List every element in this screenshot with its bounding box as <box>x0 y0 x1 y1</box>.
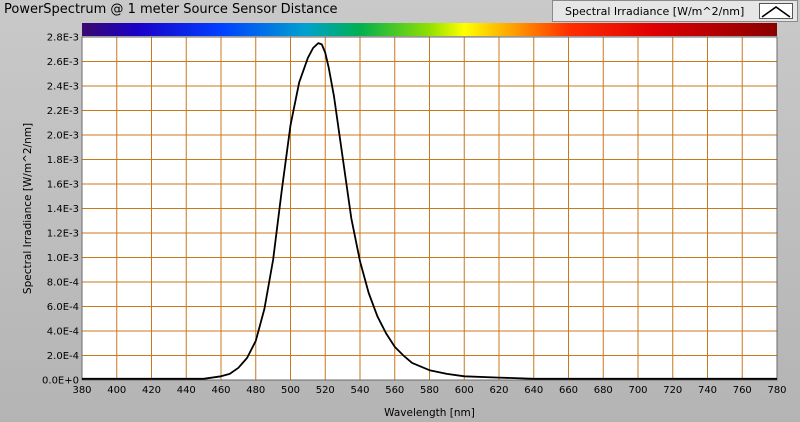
x-tick-label: 720 <box>663 385 682 396</box>
x-tick-label: 700 <box>628 385 647 396</box>
y-tick-label: 2.0E-4 <box>47 351 79 362</box>
x-tick-label: 420 <box>142 385 161 396</box>
y-tick-label: 2.0E-3 <box>47 131 79 142</box>
x-tick-label: 600 <box>455 385 474 396</box>
x-tick-label: 560 <box>385 385 404 396</box>
y-tick-label: 1.0E-3 <box>47 253 79 264</box>
x-axis-label: Wavelength [nm] <box>384 407 475 419</box>
x-tick-label: 400 <box>107 385 126 396</box>
x-tick-label: 580 <box>420 385 439 396</box>
y-tick-label: 2.6E-3 <box>47 57 79 68</box>
series-line <box>82 42 777 380</box>
legend-label: Spectral Irradiance [W/m^2/nm] <box>565 5 745 18</box>
y-tick-label: 6.0E-4 <box>47 302 79 313</box>
y-axis-label: Spectral Irradiance [W/m^2/nm] <box>22 123 34 294</box>
y-tick-label: 2.8E-3 <box>47 33 79 44</box>
y-tick-label: 8.0E-4 <box>47 278 79 289</box>
legend-line-icon <box>759 3 793 19</box>
y-tick-label: 1.6E-3 <box>47 180 79 191</box>
y-tick-label: 2.4E-3 <box>47 82 79 93</box>
x-tick-label: 520 <box>316 385 335 396</box>
spectrum-color-bar <box>82 23 777 36</box>
x-tick-label: 680 <box>594 385 613 396</box>
x-tick-label: 460 <box>211 385 230 396</box>
y-tick-label: 1.8E-3 <box>47 155 79 166</box>
chart-title: PowerSpectrum @ 1 meter Source Sensor Di… <box>4 2 338 17</box>
plot-frame <box>81 36 778 381</box>
y-tick-label: 1.4E-3 <box>47 204 79 215</box>
x-tick-label: 620 <box>489 385 508 396</box>
legend[interactable]: Spectral Irradiance [W/m^2/nm] <box>552 0 798 22</box>
x-tick-label: 540 <box>350 385 369 396</box>
x-tick-label: 380 <box>72 385 91 396</box>
x-tick-label: 780 <box>767 385 786 396</box>
y-tick-label: 0.0E+0 <box>42 376 79 387</box>
x-tick-label: 480 <box>246 385 265 396</box>
x-tick-label: 500 <box>281 385 300 396</box>
x-tick-label: 440 <box>177 385 196 396</box>
x-tick-label: 640 <box>524 385 543 396</box>
y-tick-label: 4.0E-4 <box>47 327 79 338</box>
x-tick-label: 760 <box>733 385 752 396</box>
x-tick-label: 740 <box>698 385 717 396</box>
y-tick-label: 2.2E-3 <box>47 106 79 117</box>
x-tick-label: 660 <box>559 385 578 396</box>
y-tick-label: 1.2E-3 <box>47 229 79 240</box>
